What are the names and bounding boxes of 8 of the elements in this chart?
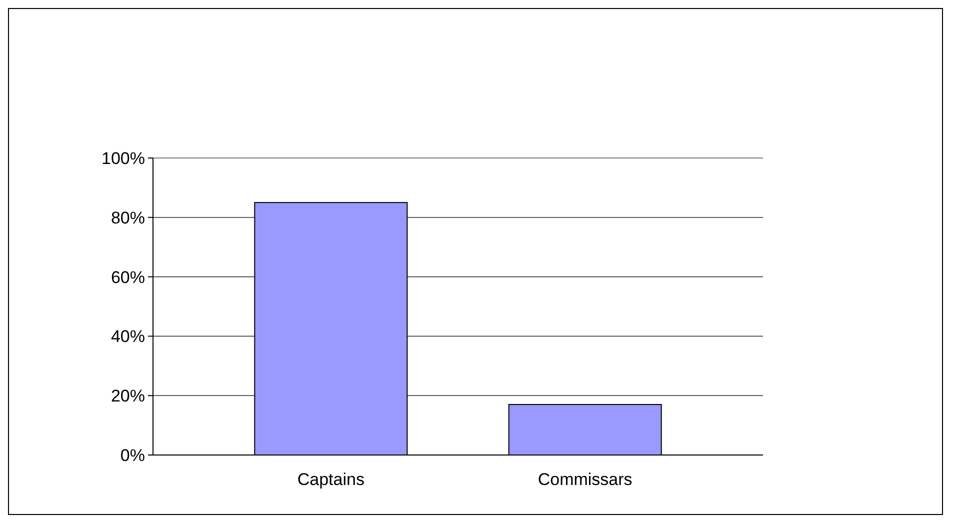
y-tick-label: 60% xyxy=(110,268,145,287)
y-tick-label: 40% xyxy=(110,327,145,346)
x-tick-label: Commissars xyxy=(538,470,632,489)
y-tick-label: 0% xyxy=(120,446,145,465)
x-tick-label: Captains xyxy=(297,470,364,489)
y-tick-label: 100% xyxy=(102,148,145,168)
y-tick-label: 80% xyxy=(110,208,145,228)
y-tick-label: 20% xyxy=(110,386,145,406)
